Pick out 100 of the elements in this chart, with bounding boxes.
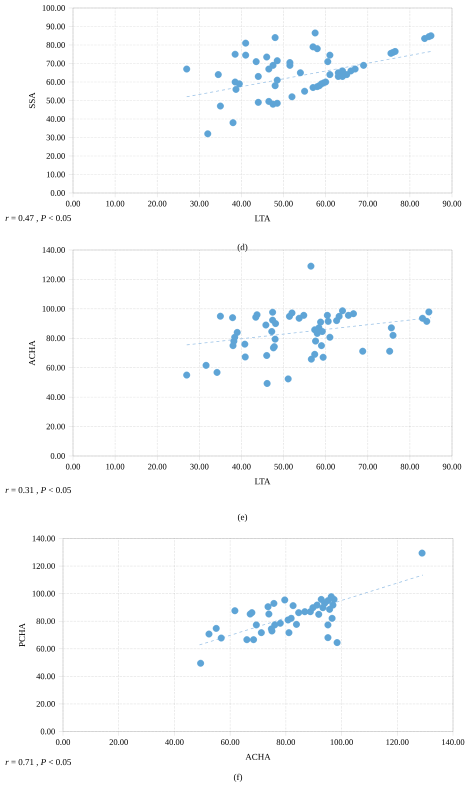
- point: [343, 71, 350, 78]
- point: [386, 348, 394, 355]
- x-axis-title: ACHA: [245, 754, 271, 760]
- y-tick-label: 0.00: [50, 453, 65, 459]
- point: [214, 71, 222, 78]
- point: [334, 639, 341, 646]
- point: [231, 607, 238, 614]
- y-tick-label: 60.00: [46, 79, 65, 85]
- point: [197, 660, 204, 667]
- point: [243, 636, 250, 644]
- point: [216, 312, 224, 320]
- x-tick-label: 80.00: [276, 739, 296, 746]
- point: [230, 342, 237, 350]
- y-tick-label: 100.00: [32, 590, 55, 597]
- x-tick-label: 10.00: [106, 464, 124, 470]
- point: [312, 338, 320, 345]
- point: [308, 356, 315, 363]
- y-tick-label: 80.00: [46, 42, 65, 48]
- y-tick-label: 20.00: [46, 424, 65, 430]
- x-tick-label: 40.00: [165, 739, 184, 746]
- y-tick-label: 140.00: [32, 536, 55, 542]
- point: [272, 336, 279, 343]
- point: [272, 82, 279, 90]
- y-tick-label: 40.00: [36, 673, 55, 680]
- point: [183, 66, 190, 73]
- point: [328, 614, 336, 622]
- x-axis-title: LTA: [254, 215, 270, 222]
- point: [232, 86, 240, 93]
- point: [258, 629, 265, 636]
- point: [317, 318, 324, 326]
- x-tick-label: 60.00: [220, 739, 240, 746]
- y-tick-label: 90.00: [46, 24, 65, 30]
- point: [262, 322, 270, 329]
- y-axis-title: SSA: [29, 92, 36, 108]
- point: [318, 328, 326, 336]
- point: [324, 634, 332, 642]
- point: [183, 372, 190, 379]
- point: [284, 375, 292, 382]
- x-tick-label: 100.00: [330, 739, 353, 746]
- point: [236, 80, 243, 88]
- point: [252, 314, 260, 321]
- point: [281, 596, 288, 604]
- y-tick-label: 120.00: [32, 563, 55, 569]
- x-tick-label: 0.00: [56, 739, 70, 746]
- x-tick-label: 40.00: [232, 200, 251, 207]
- x-tick-label: 30.00: [190, 200, 209, 207]
- y-tick-label: 20.00: [36, 701, 55, 707]
- point: [254, 72, 262, 80]
- point: [326, 71, 334, 78]
- point: [295, 609, 302, 616]
- y-tick-label: 40.00: [46, 394, 65, 400]
- point: [254, 98, 262, 106]
- point: [324, 58, 332, 66]
- x-tick-label: 20.00: [148, 464, 166, 470]
- point: [336, 312, 343, 320]
- point: [359, 348, 366, 355]
- point: [315, 610, 322, 618]
- point: [290, 602, 297, 610]
- x-tick-label: 50.00: [274, 200, 293, 207]
- point: [232, 50, 239, 58]
- point: [274, 100, 281, 107]
- point: [301, 88, 308, 95]
- y-tick-label: 0.00: [40, 728, 55, 734]
- point: [252, 621, 260, 628]
- point: [264, 380, 271, 387]
- point: [314, 45, 321, 52]
- point: [390, 332, 397, 339]
- x-tick-label: 90.00: [442, 464, 462, 470]
- point: [230, 119, 237, 126]
- point: [314, 602, 321, 609]
- point: [312, 29, 319, 36]
- point: [204, 130, 212, 138]
- point: [242, 353, 249, 360]
- point: [229, 314, 236, 322]
- point: [301, 608, 308, 616]
- x-tick-label: 20.00: [110, 739, 128, 746]
- point: [276, 620, 284, 627]
- y-tick-label: 40.00: [46, 116, 65, 122]
- x-tick-label: 120.00: [386, 739, 409, 746]
- y-tick-label: 140.00: [42, 247, 65, 253]
- y-tick-label: 0.00: [50, 190, 65, 196]
- y-tick-label: 80.00: [46, 335, 65, 342]
- x-tick-label: 60.00: [316, 464, 335, 470]
- point: [218, 634, 225, 642]
- point: [292, 620, 300, 628]
- point: [326, 52, 334, 59]
- x-tick-label: 70.00: [358, 200, 377, 207]
- point: [264, 603, 272, 610]
- point: [326, 334, 334, 341]
- point: [296, 69, 304, 76]
- text: r = 0.31 , P < 0.05: [6, 487, 72, 494]
- y-tick-label: 100.00: [42, 306, 65, 312]
- point: [307, 262, 314, 270]
- point: [270, 600, 278, 607]
- point: [352, 66, 359, 73]
- point: [296, 314, 303, 322]
- y-tick-label: 50.00: [46, 98, 65, 104]
- point: [288, 309, 296, 316]
- y-tick-label: 70.00: [46, 60, 65, 66]
- point: [324, 318, 332, 325]
